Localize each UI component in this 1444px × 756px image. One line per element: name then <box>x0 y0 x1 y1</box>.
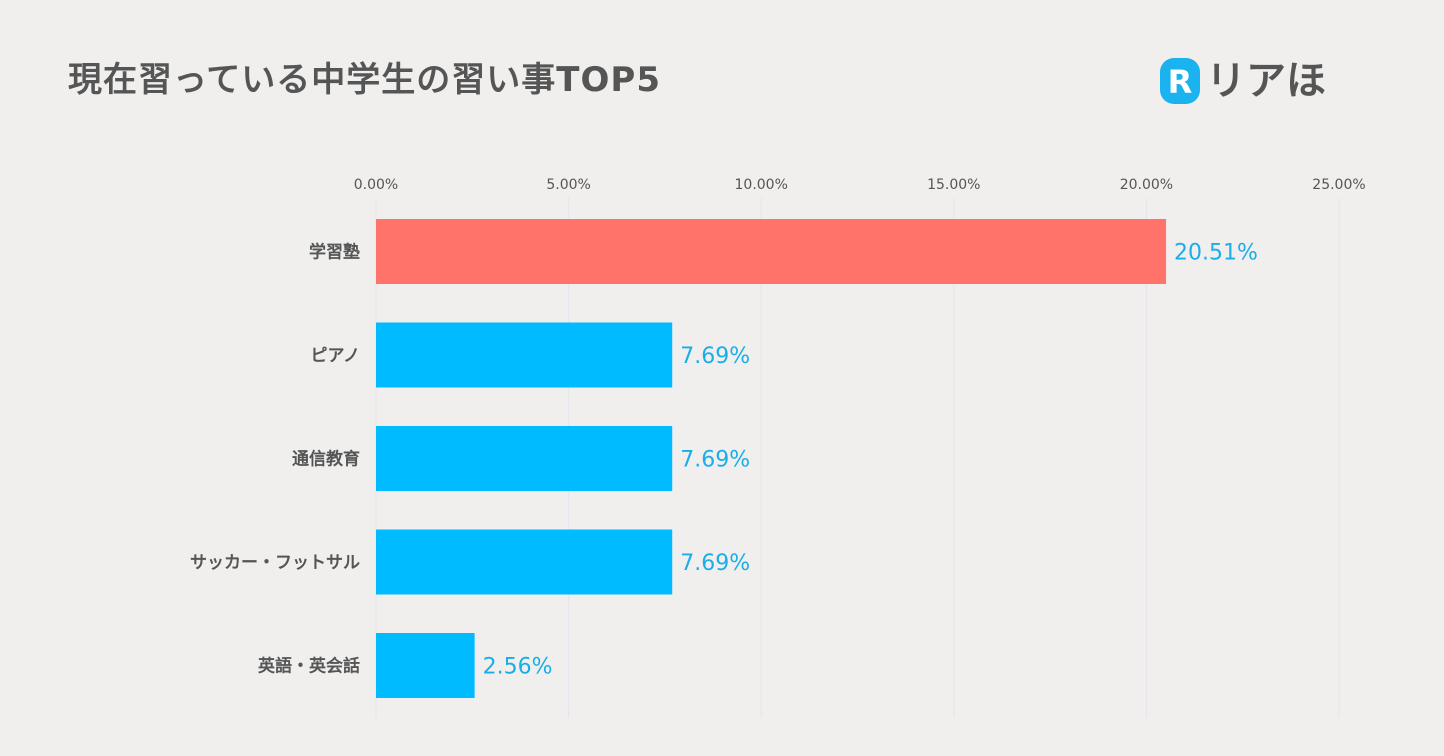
svg-text:R: R <box>1168 63 1193 101</box>
value-label: 7.69% <box>680 551 750 576</box>
value-label: 20.51% <box>1174 241 1258 266</box>
bar <box>376 219 1167 284</box>
bar <box>376 529 673 595</box>
value-label: 7.69% <box>680 344 750 369</box>
category-label: 英語・英会話 <box>258 656 360 677</box>
x-tick-label: 25.00% <box>1312 177 1365 193</box>
brand-logo-text: リアほ <box>1206 58 1326 104</box>
x-tick-label: 10.00% <box>735 177 788 193</box>
brand-r-logo-icon: R <box>1160 58 1200 104</box>
category-label: 学習塾 <box>309 242 360 263</box>
x-tick-label: 0.00% <box>354 177 398 193</box>
bar <box>376 633 475 698</box>
x-tick-label: 20.00% <box>1120 177 1173 193</box>
chart-title: 現在習っている中学生の習い事TOP5 <box>68 60 661 100</box>
value-label: 2.56% <box>483 655 553 680</box>
bar <box>376 426 673 491</box>
category-label: サッカー・フットサル <box>190 553 360 573</box>
x-tick-label: 5.00% <box>546 177 590 193</box>
category-label: ピアノ <box>311 346 360 366</box>
category-label: 通信教育 <box>292 449 360 470</box>
x-tick-label: 15.00% <box>927 177 980 193</box>
value-label: 7.69% <box>680 448 750 473</box>
bar <box>376 322 673 388</box>
brand-logo: R リアほ <box>1158 56 1326 106</box>
